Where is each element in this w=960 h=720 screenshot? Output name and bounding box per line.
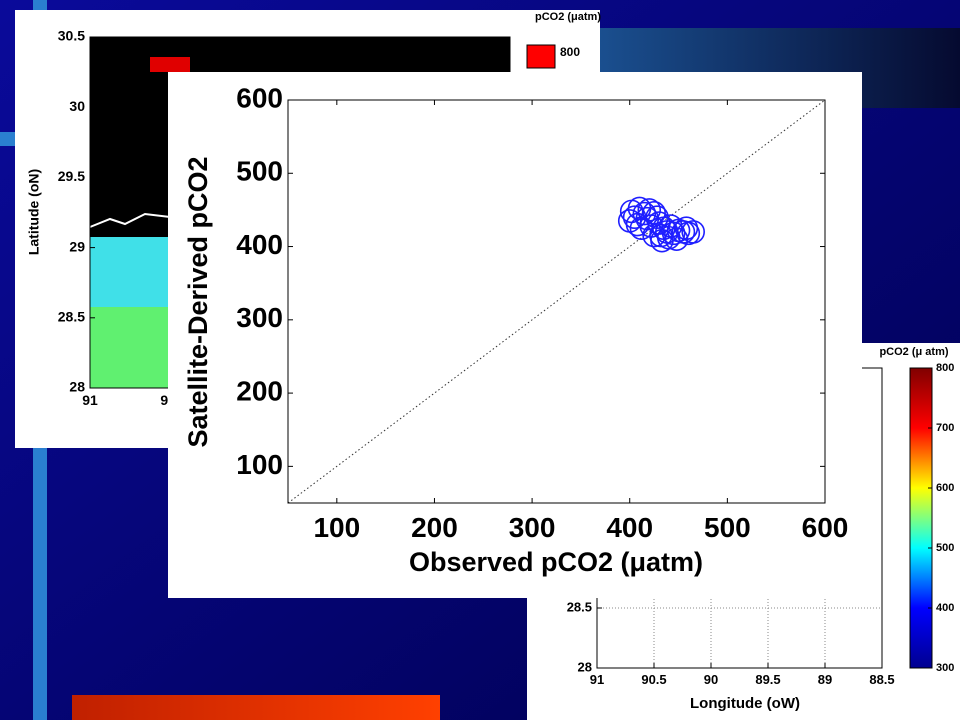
y-tick-label: 28 — [69, 379, 85, 395]
map-patch — [150, 57, 190, 72]
colorbar-tick-label: 300 — [936, 662, 954, 674]
y-tick-label: 500 — [236, 156, 283, 187]
x-tick-label: 91 — [590, 672, 604, 687]
colorbar-tick-label: 700 — [936, 422, 954, 434]
y-tick-label: 30 — [69, 98, 85, 114]
colorbar — [909, 367, 933, 669]
x-tick-label: 90.5 — [641, 672, 666, 687]
colorbar-tick-label: 600 — [936, 482, 954, 494]
x-axis-label: Observed pCO2 (μatm) — [409, 547, 703, 577]
y-tick-label: 100 — [236, 449, 283, 480]
x-tick-label: 100 — [313, 512, 360, 543]
y-axis-label: Latitude (oN) — [26, 169, 42, 255]
colorbar-tick-label: 400 — [936, 602, 954, 614]
x-tick-label: 89.5 — [755, 672, 780, 687]
y-tick-label: 400 — [236, 229, 283, 260]
x-tick-label: 500 — [704, 512, 751, 543]
x-tick-label: 88.5 — [869, 672, 894, 687]
point — [681, 220, 705, 244]
point — [674, 216, 699, 241]
y-tick-label: 28.5 — [58, 309, 85, 325]
point — [650, 228, 674, 253]
colorbar-label: pCO2 (μatm) — [535, 11, 601, 23]
y-tick-label: 300 — [236, 302, 283, 333]
x-tick-label: 200 — [411, 512, 458, 543]
colorbar-tick-label: 800 — [560, 45, 580, 59]
charts: 28 28.5 29 29.5 30 30.5 91 90.5 Latitude (oN) pCO… — [15, 10, 960, 720]
y-tick-label: 28 — [578, 659, 592, 674]
y-tick-label: 600 — [236, 82, 283, 113]
colorbar-label: pCO2 (μ atm) — [879, 346, 948, 358]
colorbar-tick-label: 500 — [936, 542, 954, 554]
point — [642, 223, 666, 248]
x-tick-label: 89 — [818, 672, 832, 687]
y-tick-label: 30.5 — [58, 28, 85, 44]
plot-frame — [287, 99, 826, 504]
chart-panel: 100 200 300 400 500 600 100 200 300 400 500 600 Obse… — [168, 72, 862, 598]
x-tick-label: 400 — [606, 512, 653, 543]
plot-area — [288, 100, 825, 503]
decor-bar — [72, 695, 440, 720]
x-tick-label: 91 — [82, 392, 98, 408]
y-tick-label: 29 — [69, 238, 85, 254]
y-tick-label: 200 — [236, 375, 283, 406]
y-tick-label: 28.5 — [567, 599, 592, 614]
y-axis-label: Satellite-Derived pCO2 — [183, 156, 213, 447]
colorbar-patch — [526, 44, 556, 69]
x-tick-label: 90 — [704, 672, 718, 687]
y-tick-label: 29.5 — [58, 168, 85, 184]
x-axis-label: Longitude (oW) — [690, 695, 800, 712]
x-tick-label: 300 — [509, 512, 556, 543]
colorbar-tick-label: 800 — [936, 362, 954, 374]
x-tick-label: 600 — [802, 512, 849, 543]
